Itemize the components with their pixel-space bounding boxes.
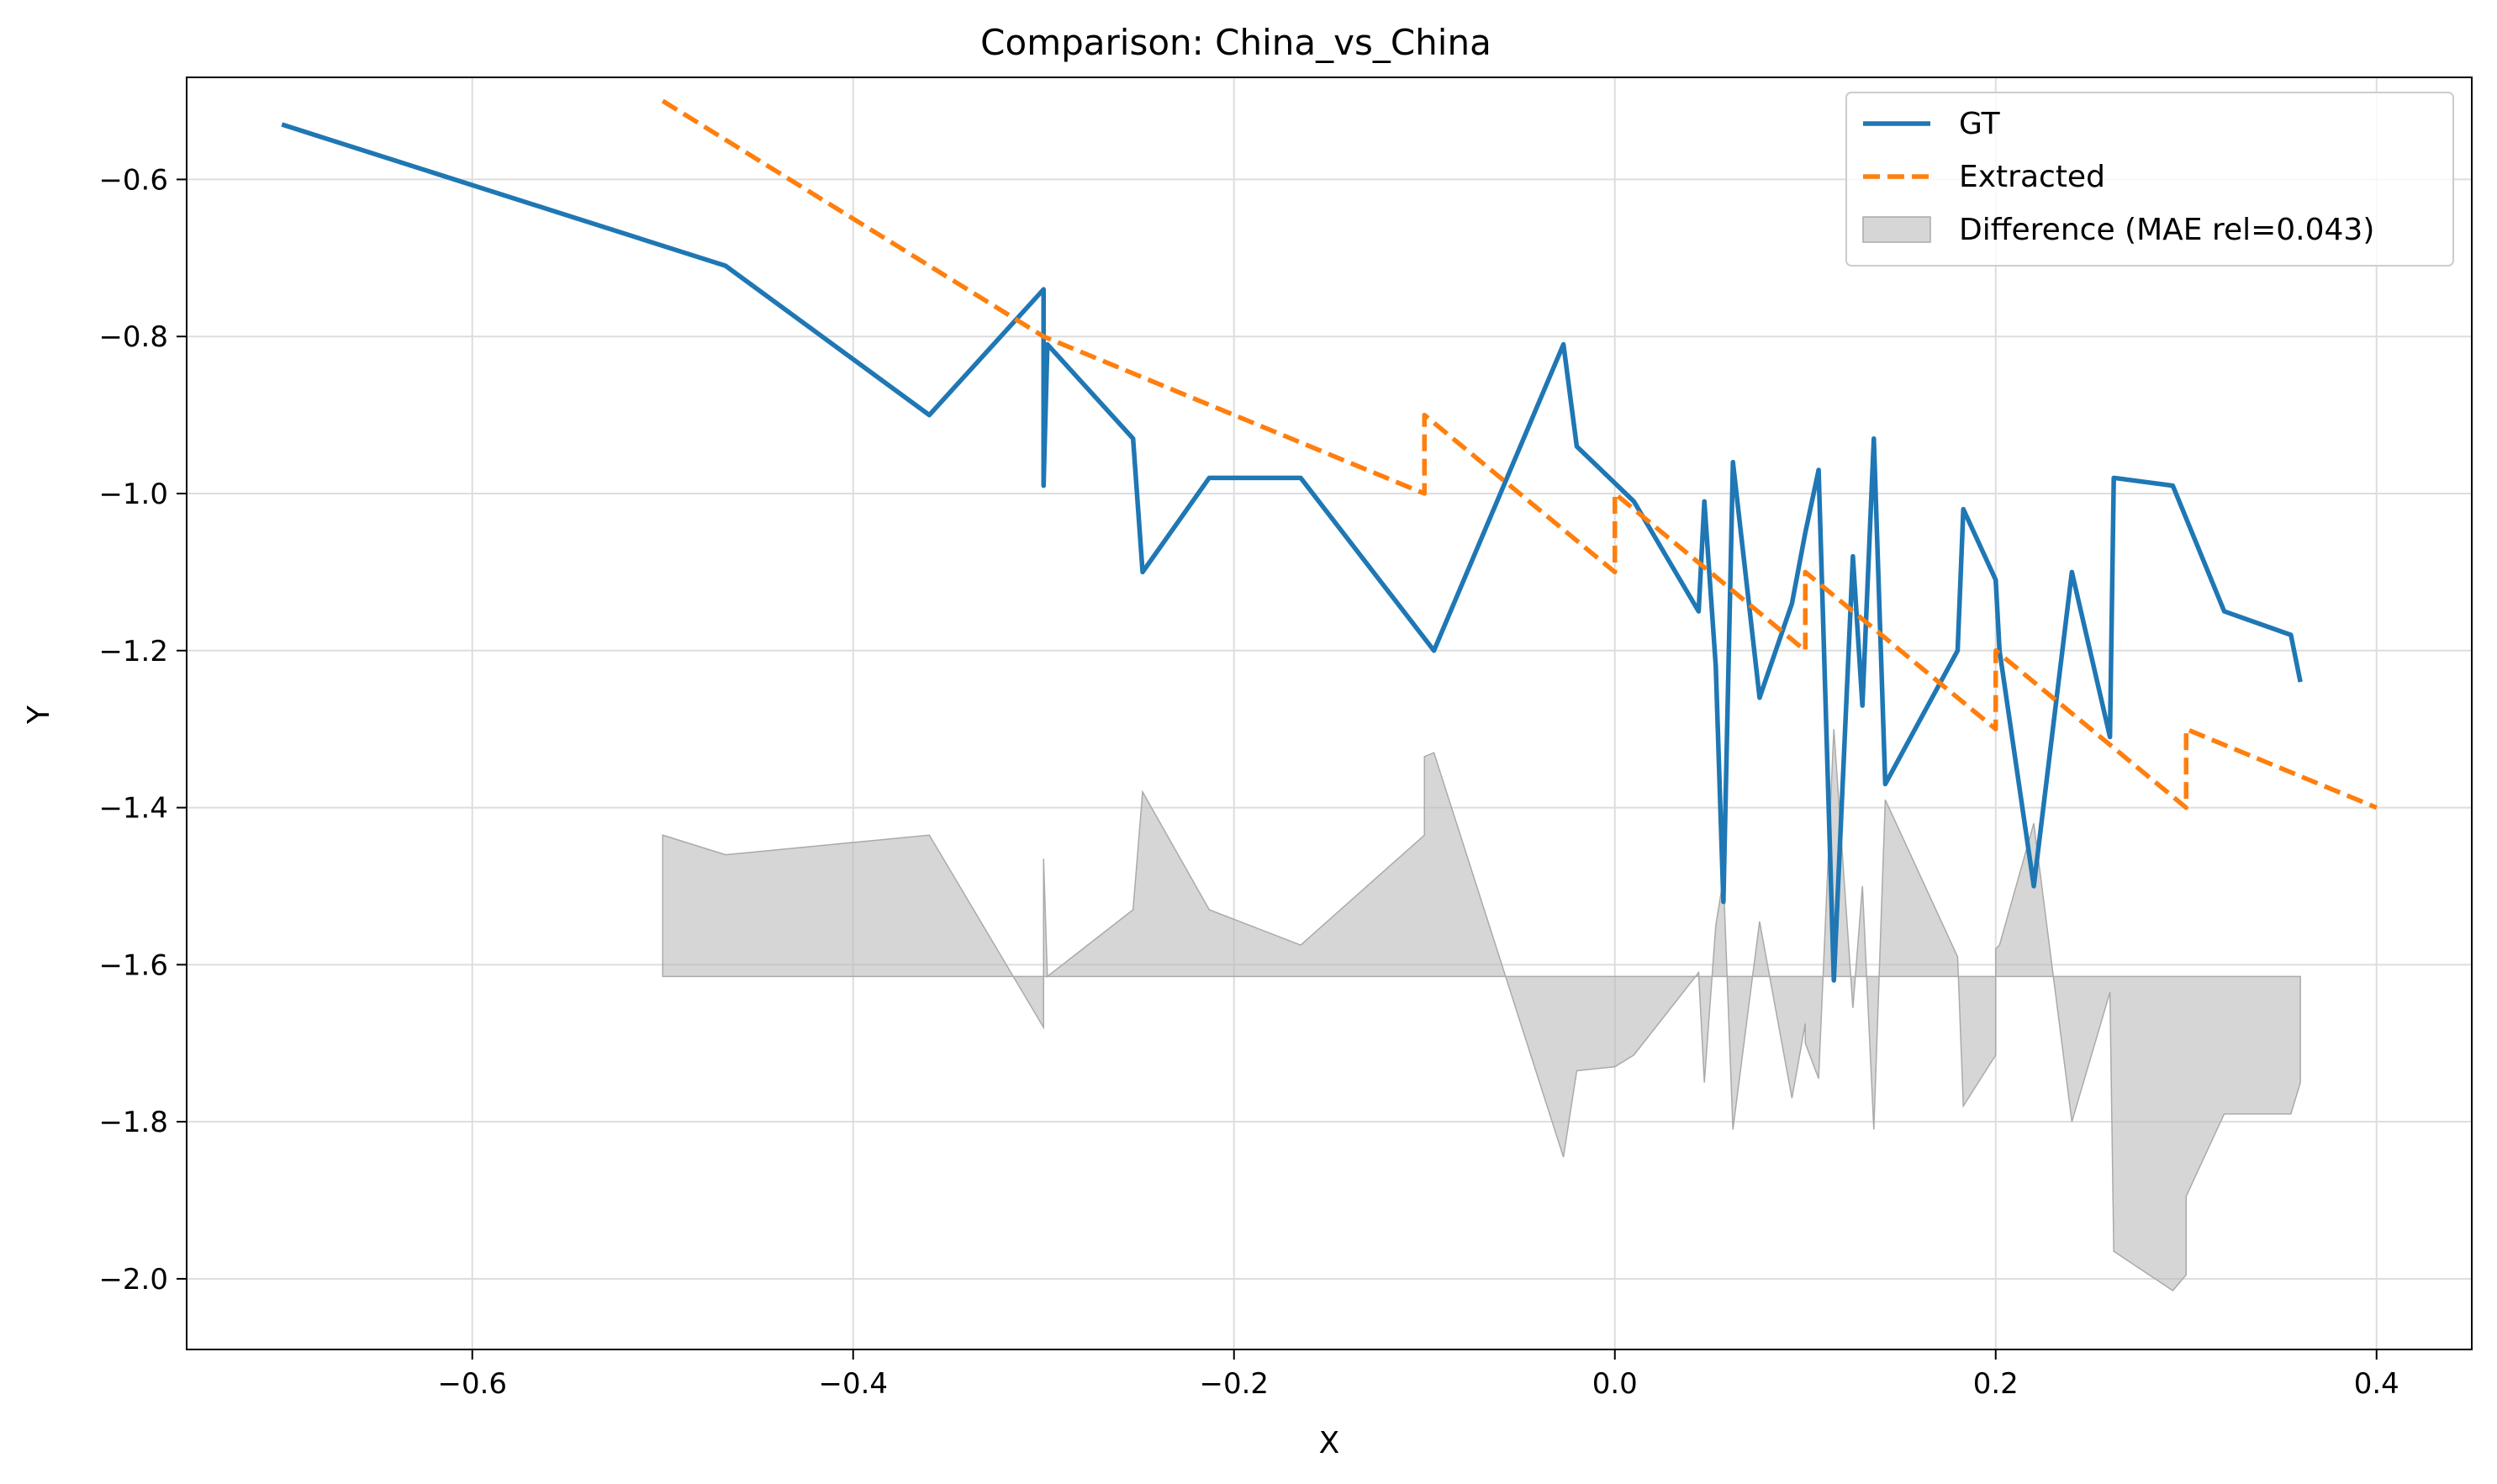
difference-area <box>662 729 2301 1291</box>
x-tick-label: 0.2 <box>1973 1367 2019 1401</box>
y-tick-label: −0.8 <box>98 320 168 354</box>
x-axis-label: X <box>1319 1426 1340 1460</box>
legend-label-gt: GT <box>1959 107 2001 141</box>
x-axis-ticks: −0.6 −0.4 −0.2 0.0 0.2 0.4 <box>437 1349 2399 1401</box>
chart-title: Comparison: China_vs_China <box>980 22 1491 63</box>
series-line-extracted <box>661 98 2378 811</box>
y-tick-label: −1.0 <box>98 478 168 511</box>
y-axis-ticks: −0.6 −0.8 −1.0 −1.2 −1.4 −1.6 −1.8 −2.0 <box>98 163 187 1297</box>
difference-area-group <box>662 729 2301 1291</box>
series-line-gt <box>281 122 2303 983</box>
legend-label-extracted: Extracted <box>1959 160 2105 194</box>
plot-frame <box>186 77 2473 1350</box>
x-tick-label: 0.4 <box>2354 1367 2399 1401</box>
x-tick-label: −0.4 <box>818 1367 888 1401</box>
y-tick-label: −0.6 <box>98 163 168 197</box>
legend: GT Extracted Difference (MAE rel=0.043) <box>1845 92 2454 267</box>
legend-label-difference: Difference (MAE rel=0.043) <box>1959 213 2374 247</box>
series-lines <box>281 98 2378 983</box>
y-tick-label: −2.0 <box>98 1263 168 1297</box>
legend-box <box>1845 92 2454 267</box>
y-tick-label: −1.8 <box>98 1106 168 1139</box>
y-tick-label: −1.6 <box>98 948 168 982</box>
y-axis-label: Y <box>22 705 56 725</box>
y-tick-label: −1.2 <box>98 635 168 668</box>
x-tick-label: −0.2 <box>1199 1367 1269 1401</box>
legend-swatch-difference <box>1862 216 1931 243</box>
x-tick-label: −0.6 <box>437 1367 507 1401</box>
y-tick-label: −1.4 <box>98 792 168 826</box>
x-tick-label: 0.0 <box>1592 1367 1638 1401</box>
